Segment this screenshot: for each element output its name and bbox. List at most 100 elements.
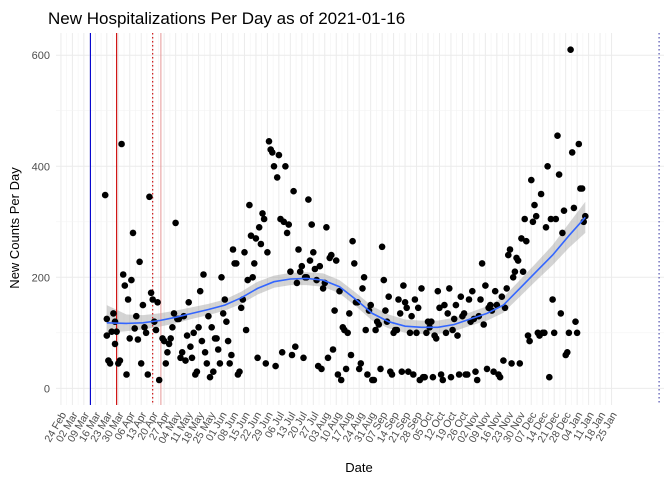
data-point <box>103 315 111 323</box>
y-axis-title: New Counts Per Day <box>7 167 22 289</box>
data-point <box>565 329 573 337</box>
data-point <box>323 224 330 231</box>
data-point <box>118 140 125 148</box>
data-point <box>452 301 460 309</box>
data-point <box>355 365 363 373</box>
data-point <box>111 318 119 326</box>
data-point <box>518 235 525 242</box>
data-point <box>272 362 279 370</box>
data-point <box>264 249 271 256</box>
data-point <box>406 329 414 337</box>
data-point <box>251 260 258 267</box>
data-point <box>331 307 338 314</box>
data-point <box>285 221 293 228</box>
y-tick-label: 0 <box>44 383 50 395</box>
data-point <box>269 149 276 156</box>
data-point <box>131 325 138 332</box>
data-point <box>396 310 404 317</box>
data-point <box>318 365 325 373</box>
data-point <box>550 329 558 337</box>
y-tick-labels: 0 200 400 600 <box>32 50 50 395</box>
data-point <box>223 318 230 326</box>
data-point <box>155 376 163 384</box>
data-point <box>303 274 311 281</box>
data-point <box>283 229 291 237</box>
data-point <box>187 343 194 351</box>
data-point <box>423 329 430 337</box>
data-point <box>393 326 401 334</box>
data-point <box>273 174 281 181</box>
data-point <box>508 360 515 367</box>
data-point <box>505 251 512 259</box>
data-point <box>360 274 368 281</box>
data-point <box>400 282 407 289</box>
data-point <box>287 268 294 276</box>
data-point <box>509 274 517 281</box>
data-point <box>410 371 417 378</box>
data-point <box>198 337 206 345</box>
data-point <box>236 368 243 376</box>
data-point <box>196 287 204 295</box>
data-point <box>483 365 491 373</box>
data-point <box>528 176 535 184</box>
data-point <box>178 349 186 356</box>
data-point <box>329 346 337 353</box>
data-point <box>351 260 358 267</box>
data-point <box>496 373 504 381</box>
data-point <box>188 354 196 362</box>
data-point <box>149 296 156 303</box>
data-point <box>316 262 324 270</box>
data-point <box>305 196 312 203</box>
data-point <box>201 349 209 356</box>
data-point <box>564 349 571 356</box>
data-point <box>413 329 420 337</box>
data-point <box>575 140 583 148</box>
data-point <box>573 329 581 337</box>
data-point <box>296 268 304 276</box>
data-point <box>247 232 255 239</box>
data-point <box>259 210 266 217</box>
data-point <box>260 215 268 223</box>
data-point <box>293 279 301 287</box>
data-point <box>177 354 184 362</box>
data-point <box>503 285 511 292</box>
data-point <box>308 221 316 228</box>
data-point <box>200 271 207 278</box>
data-point <box>128 276 135 284</box>
data-point <box>432 335 440 342</box>
data-point <box>246 201 253 209</box>
data-point <box>270 163 278 170</box>
data-point <box>557 310 565 317</box>
x-axis-title: Date <box>345 460 372 475</box>
data-point <box>265 138 273 145</box>
smooth-line <box>106 216 586 329</box>
data-point <box>129 229 137 237</box>
data-point <box>233 260 240 267</box>
data-point <box>288 351 296 359</box>
data-point <box>152 326 160 334</box>
data-point <box>529 218 537 226</box>
data-point <box>334 371 342 378</box>
data-point <box>167 335 174 342</box>
data-point <box>328 251 335 259</box>
data-point <box>403 304 411 312</box>
data-point <box>572 318 579 326</box>
data-point <box>205 312 212 320</box>
data-point <box>490 368 497 376</box>
data-point <box>514 257 522 264</box>
data-point <box>193 368 201 376</box>
data-point <box>523 237 530 245</box>
data-point <box>242 326 250 334</box>
data-point <box>354 299 361 306</box>
data-point <box>219 310 227 317</box>
data-point <box>347 351 355 359</box>
data-point <box>380 276 388 284</box>
data-point <box>295 246 302 253</box>
data-point <box>439 376 447 384</box>
data-point <box>147 289 155 297</box>
data-point <box>306 257 314 264</box>
data-point <box>206 373 214 381</box>
data-point <box>111 340 119 348</box>
data-point <box>241 249 248 256</box>
